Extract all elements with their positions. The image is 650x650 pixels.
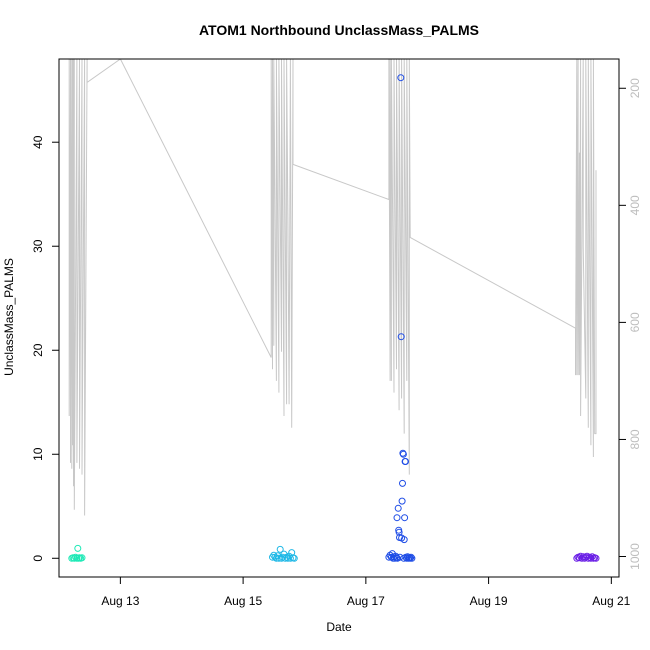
data-point-series-3 xyxy=(394,504,402,512)
data-point-series-2 xyxy=(288,549,296,557)
data-point-series-1 xyxy=(74,544,82,552)
data-point-series-3 xyxy=(399,479,406,487)
y-tick-label: 20 xyxy=(31,343,45,357)
y-tick-label: 0 xyxy=(31,555,45,562)
data-point-series-4 xyxy=(592,554,600,562)
right-y-tick-label: 600 xyxy=(628,312,642,332)
data-point-series-3 xyxy=(399,450,407,458)
y-tick-label: 40 xyxy=(31,135,45,149)
pressure-trace-layer xyxy=(68,59,597,516)
right-y-tick-label: 1000 xyxy=(628,543,642,570)
x-tick-label: Aug 19 xyxy=(470,594,508,608)
y-axis: 0 10 20 30 40 xyxy=(31,135,60,562)
data-point-series-3 xyxy=(397,333,405,341)
data-point-series-4 xyxy=(573,554,581,562)
x-tick-label: Aug 13 xyxy=(101,594,139,608)
y-tick-label: 10 xyxy=(31,447,45,461)
data-point-series-4 xyxy=(587,554,595,562)
data-point-series-2 xyxy=(269,553,276,561)
data-point-series-1 xyxy=(78,554,86,562)
right-y-tick-label: 800 xyxy=(628,429,642,449)
x-tick-label: Aug 21 xyxy=(592,594,630,608)
plot-frame xyxy=(58,58,620,578)
data-point-series-3 xyxy=(408,554,416,562)
data-point-series-3 xyxy=(400,536,408,544)
data-point-series-2 xyxy=(276,545,284,553)
right-y-axis: 200 400 600 800 1000 xyxy=(618,78,642,570)
x-axis-label: Date xyxy=(326,620,352,634)
data-point-series-3 xyxy=(401,514,409,522)
x-axis: Aug 13 Aug 15 Aug 17 Aug 19 Aug 21 xyxy=(101,577,631,608)
data-point-series-3 xyxy=(393,514,401,522)
right-y-tick-label: 400 xyxy=(628,195,642,215)
data-point-series-2 xyxy=(290,554,298,562)
pressure-trace-line xyxy=(68,59,597,516)
x-tick-label: Aug 17 xyxy=(347,594,385,608)
data-point-series-4 xyxy=(586,553,594,561)
points-layer xyxy=(68,74,600,562)
data-point-series-3 xyxy=(397,74,405,82)
data-point-series-3 xyxy=(402,458,409,465)
data-point-series-3 xyxy=(395,528,403,536)
chart-title: ATOM1 Northbound UnclassMass_PALMS xyxy=(199,22,479,38)
y-axis-label: UnclassMass_PALMS xyxy=(2,258,16,376)
data-point-series-3 xyxy=(407,553,415,561)
x-tick-label: Aug 15 xyxy=(224,594,262,608)
data-point-series-3 xyxy=(398,497,406,505)
right-y-tick-label: 200 xyxy=(628,78,642,98)
y-tick-label: 30 xyxy=(31,239,45,253)
data-point-series-2 xyxy=(281,554,289,562)
